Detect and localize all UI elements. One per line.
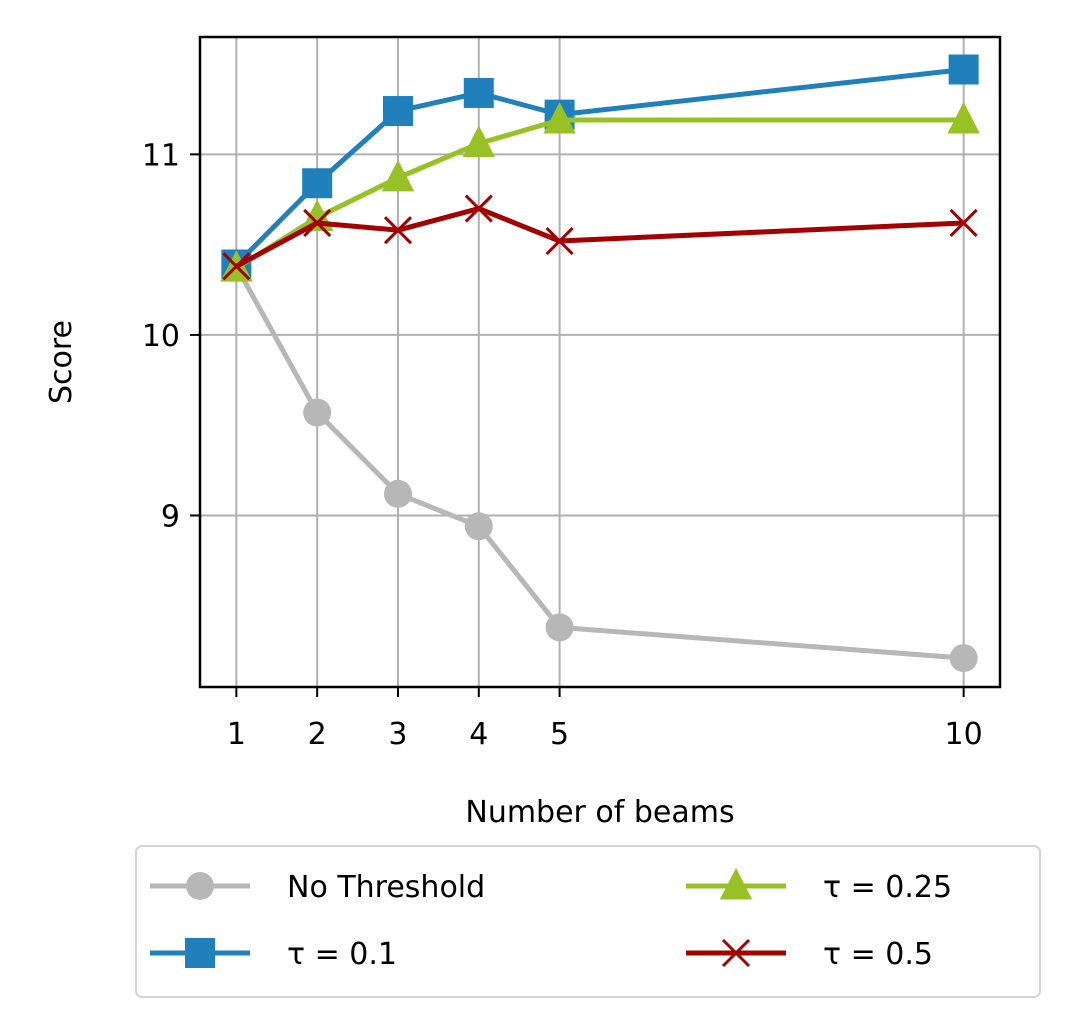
data-point — [947, 102, 980, 134]
y-axis-title: Score — [44, 320, 79, 404]
legend-marker — [721, 938, 751, 968]
legend-box — [135, 845, 1041, 998]
data-point — [303, 208, 332, 238]
data-point — [382, 96, 413, 127]
x-tick-label: 4 — [469, 717, 488, 752]
series-1 — [221, 54, 979, 280]
data-point — [383, 216, 413, 245]
legend-entry: τ = 0.5 — [686, 937, 933, 972]
x-tick-label: 5 — [550, 717, 569, 752]
legend-marker — [186, 872, 214, 900]
data-point — [545, 613, 574, 642]
data-point — [463, 77, 494, 108]
series-3 — [222, 194, 978, 281]
y-tick-label: 11 — [142, 138, 180, 173]
x-axis-title: Number of beams — [465, 795, 734, 830]
data-point — [302, 168, 333, 199]
legend-label: τ = 0.1 — [287, 937, 397, 972]
data-point — [949, 208, 978, 238]
legend-marker — [719, 868, 753, 900]
data-point — [464, 194, 493, 223]
data-point — [222, 252, 251, 281]
plot-frame — [198, 35, 1002, 689]
data-point — [462, 125, 495, 158]
x-tick-label: 10 — [945, 717, 983, 752]
series-line — [235, 117, 964, 271]
legend: No Threshold τ = 0.1 τ = 0.25 τ = 0.5 — [135, 845, 1041, 998]
y-tick-label: 10 — [142, 319, 180, 354]
data-point — [464, 512, 493, 541]
series-0 — [222, 252, 978, 673]
legend-label: τ = 0.25 — [823, 870, 952, 905]
data-point — [381, 159, 415, 192]
x-tick-label: 2 — [308, 717, 327, 752]
legend-entry: No Threshold — [150, 870, 485, 905]
grid-lines — [200, 37, 1000, 687]
series-line — [234, 265, 964, 661]
data-point — [949, 644, 978, 673]
series-line — [235, 206, 964, 269]
data-point — [545, 226, 574, 256]
axis-ticks: 1 2 3 4 5 10 9 10 11 — [142, 138, 983, 752]
series-line — [234, 67, 964, 267]
x-tick-label: 1 — [227, 717, 246, 752]
legend-entry: τ = 0.25 — [686, 868, 952, 905]
legend-label: τ = 0.5 — [823, 937, 933, 972]
series-layer — [220, 54, 980, 673]
legend-entry: τ = 0.1 — [150, 937, 397, 972]
y-tick-label: 9 — [161, 499, 180, 534]
data-point — [948, 54, 979, 85]
series-2 — [220, 102, 980, 282]
x-tick-label: 3 — [388, 717, 407, 752]
data-point — [543, 102, 576, 134]
data-point — [383, 479, 412, 508]
legend-marker — [185, 938, 215, 968]
data-point — [303, 398, 332, 427]
legend-label: No Threshold — [287, 870, 485, 905]
